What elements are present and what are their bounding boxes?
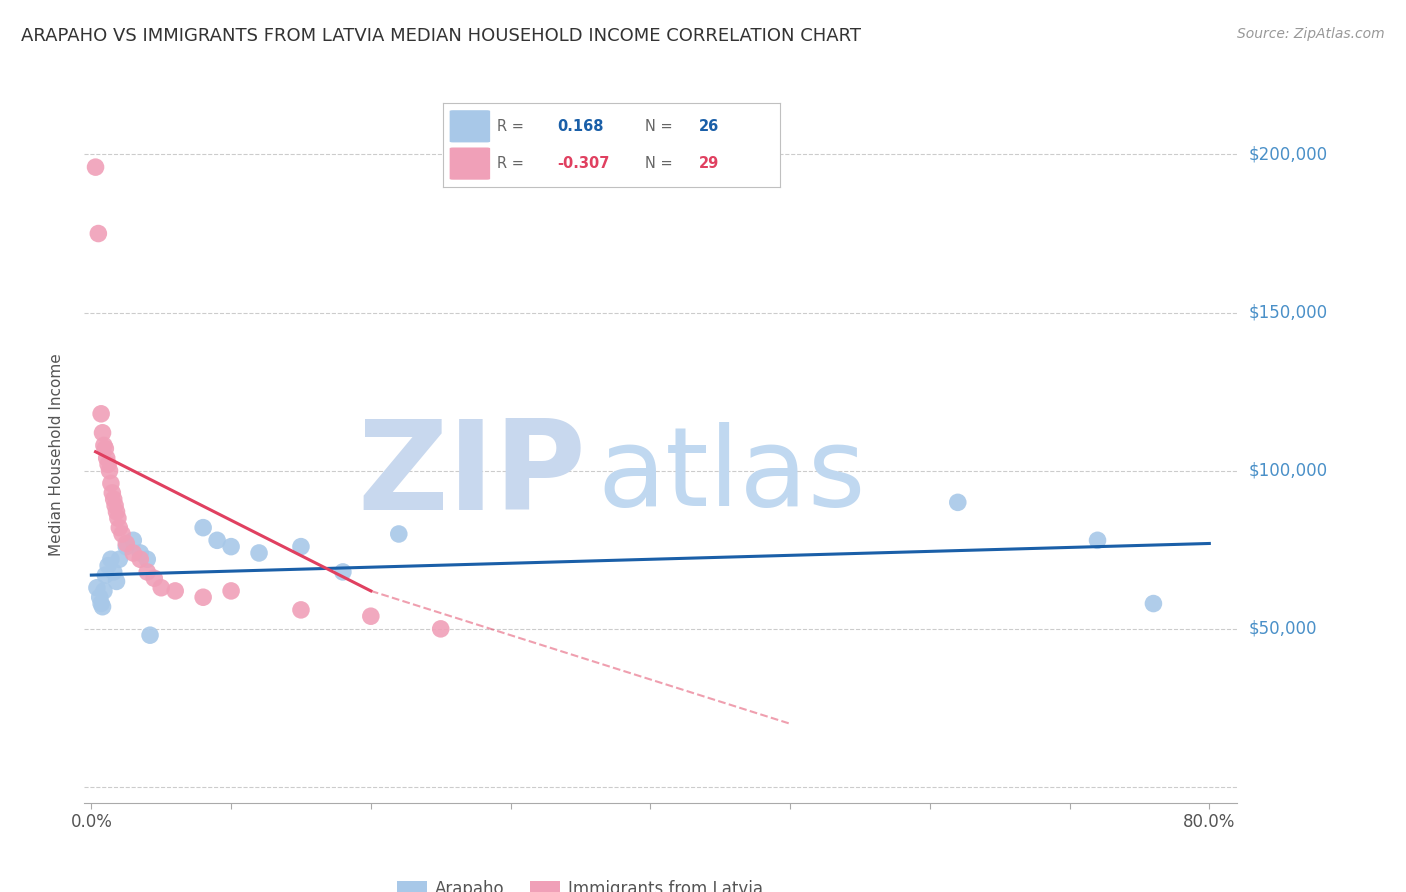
- Point: [388, 527, 411, 541]
- Point: [150, 581, 173, 595]
- Point: [104, 499, 127, 513]
- Text: N =: N =: [645, 156, 673, 171]
- FancyBboxPatch shape: [450, 147, 491, 179]
- Point: [89, 591, 111, 605]
- Point: [93, 583, 115, 598]
- Point: [122, 546, 145, 560]
- Point: [94, 442, 117, 456]
- Text: ZIP: ZIP: [357, 416, 586, 536]
- Point: [247, 546, 270, 560]
- Text: 26: 26: [699, 119, 720, 134]
- Point: [108, 552, 131, 566]
- Point: [86, 581, 108, 595]
- Point: [129, 552, 152, 566]
- Text: atlas: atlas: [598, 422, 866, 529]
- Point: [219, 583, 242, 598]
- Point: [1087, 533, 1109, 548]
- Text: 29: 29: [699, 156, 720, 171]
- Point: [96, 451, 118, 466]
- Point: [100, 552, 122, 566]
- Y-axis label: Median Household Income: Median Household Income: [49, 353, 63, 557]
- Point: [105, 505, 128, 519]
- Point: [122, 533, 145, 548]
- Point: [97, 558, 120, 573]
- Point: [219, 540, 242, 554]
- Point: [429, 622, 451, 636]
- Point: [115, 540, 138, 554]
- Text: N =: N =: [645, 119, 673, 134]
- Point: [100, 476, 122, 491]
- Point: [103, 565, 125, 579]
- Point: [1142, 597, 1164, 611]
- FancyBboxPatch shape: [450, 111, 491, 143]
- Point: [191, 521, 214, 535]
- Point: [129, 546, 152, 560]
- Point: [290, 603, 312, 617]
- Point: [290, 540, 312, 554]
- Point: [84, 160, 107, 174]
- Point: [332, 565, 354, 579]
- Point: [90, 597, 112, 611]
- Point: [108, 521, 131, 535]
- Point: [165, 583, 187, 598]
- Point: [111, 527, 134, 541]
- Point: [91, 599, 114, 614]
- Point: [97, 458, 120, 472]
- Point: [360, 609, 382, 624]
- Point: [93, 438, 115, 452]
- Text: R =: R =: [496, 119, 524, 134]
- Point: [103, 492, 125, 507]
- Point: [90, 407, 112, 421]
- Text: $200,000: $200,000: [1249, 145, 1327, 163]
- Text: 0.168: 0.168: [558, 119, 605, 134]
- Point: [139, 628, 162, 642]
- Text: ARAPAHO VS IMMIGRANTS FROM LATVIA MEDIAN HOUSEHOLD INCOME CORRELATION CHART: ARAPAHO VS IMMIGRANTS FROM LATVIA MEDIAN…: [21, 27, 860, 45]
- Point: [946, 495, 969, 509]
- Text: $150,000: $150,000: [1249, 303, 1327, 322]
- Point: [105, 574, 128, 589]
- Text: R =: R =: [496, 156, 524, 171]
- Point: [143, 571, 166, 585]
- Point: [136, 552, 159, 566]
- Point: [98, 464, 121, 478]
- Point: [87, 227, 110, 241]
- Legend: Arapaho, Immigrants from Latvia: Arapaho, Immigrants from Latvia: [391, 874, 770, 892]
- Point: [107, 511, 129, 525]
- Point: [94, 568, 117, 582]
- Text: $50,000: $50,000: [1249, 620, 1317, 638]
- Text: $100,000: $100,000: [1249, 462, 1327, 480]
- Point: [136, 565, 159, 579]
- Point: [205, 533, 228, 548]
- Point: [91, 425, 114, 440]
- Text: Source: ZipAtlas.com: Source: ZipAtlas.com: [1237, 27, 1385, 41]
- Point: [191, 591, 214, 605]
- Text: -0.307: -0.307: [558, 156, 610, 171]
- Point: [115, 536, 138, 550]
- Point: [101, 486, 124, 500]
